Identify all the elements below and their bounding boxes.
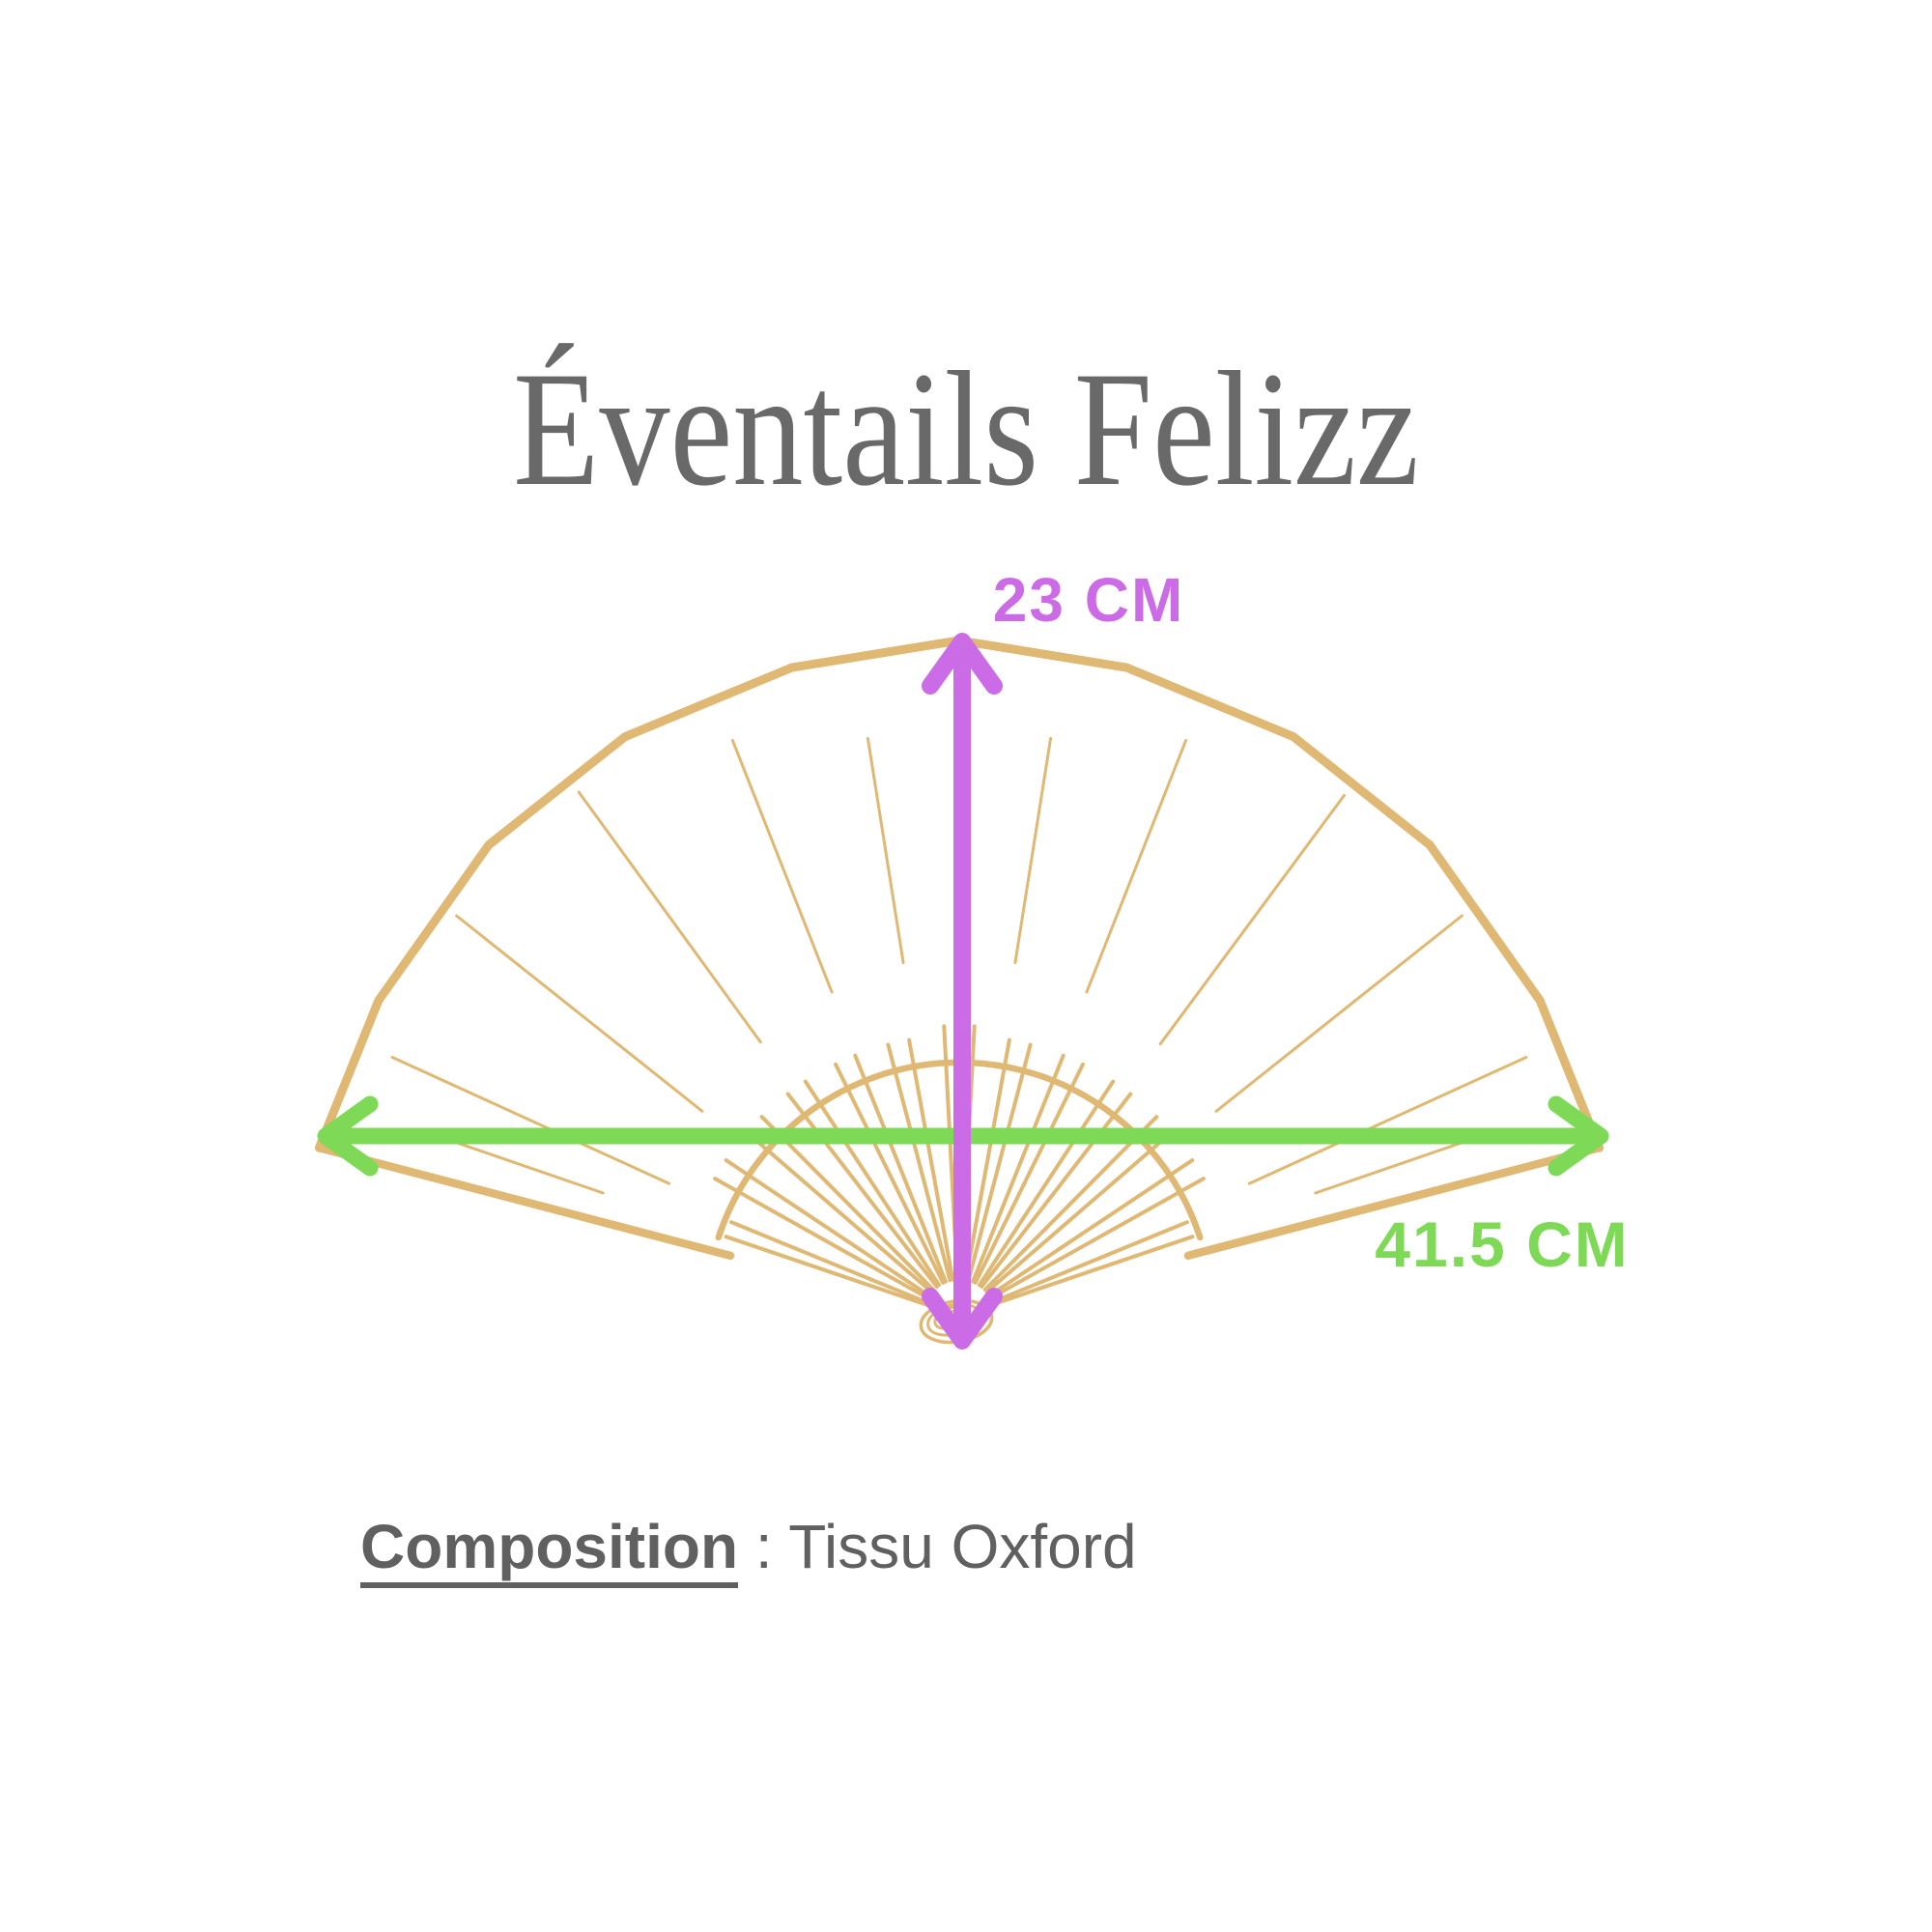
arrowhead-left bbox=[317, 1095, 379, 1177]
composition-value: Tissu Oxford bbox=[788, 1512, 1137, 1581]
composition-separator: : bbox=[738, 1512, 789, 1581]
height-dimension-label: 23 CM bbox=[992, 565, 1185, 635]
fan-drawing bbox=[314, 636, 1605, 1345]
fan-sticks bbox=[713, 1024, 1206, 1307]
height-arrow bbox=[922, 633, 1003, 1350]
arrowhead-right bbox=[1548, 1095, 1609, 1177]
arrowhead-bottom bbox=[922, 1288, 1003, 1350]
composition-label: Composition bbox=[360, 1512, 739, 1581]
composition-line: Composition : Tissu Oxford bbox=[360, 1511, 1137, 1582]
width-dimension-label: 41.5 CM bbox=[1375, 1208, 1630, 1280]
arrowhead-top bbox=[922, 633, 1003, 695]
page-title: Éventails Felizz bbox=[513, 338, 1419, 520]
